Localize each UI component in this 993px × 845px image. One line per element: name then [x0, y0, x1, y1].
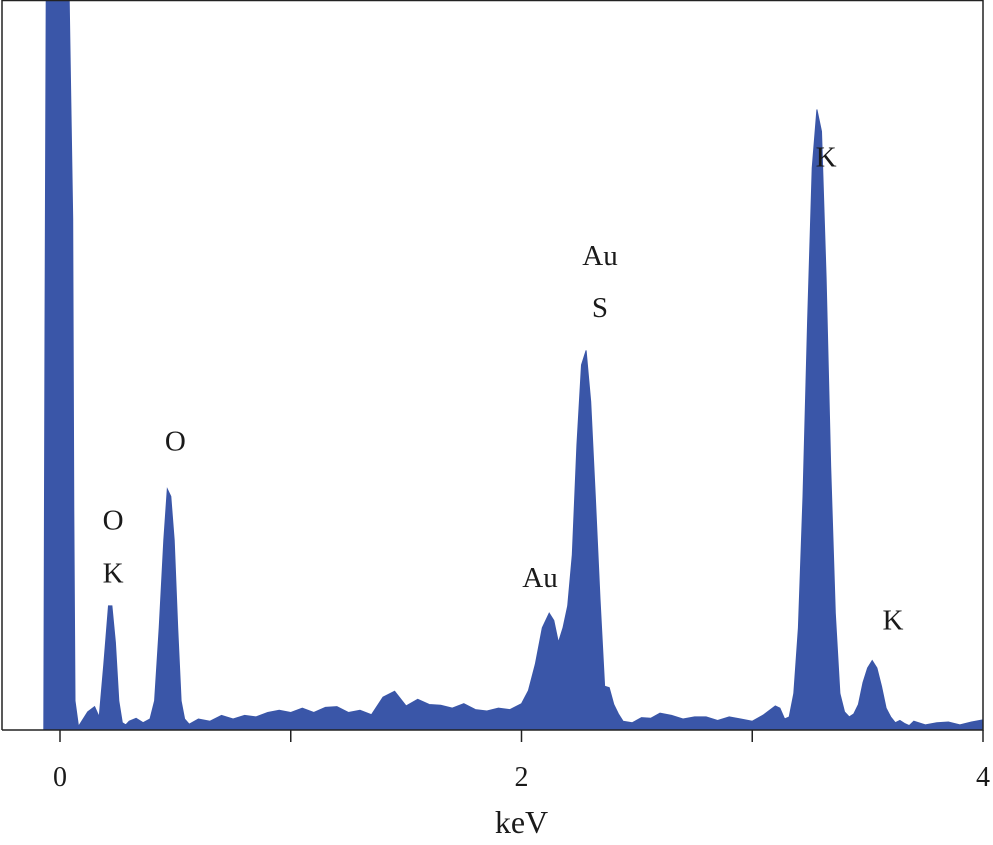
x-axis-label: keV	[495, 804, 548, 840]
peak-label: Au	[522, 562, 557, 594]
x-tick-label: 4	[976, 762, 990, 793]
peak-label: S	[592, 292, 608, 324]
peak-label: Au	[582, 240, 617, 272]
x-tick-label: 2	[515, 762, 529, 793]
x-tick-label: 0	[53, 762, 67, 793]
plot-border	[1, 0, 984, 731]
spectrum-area	[43, 0, 984, 731]
peak-label: K	[883, 604, 904, 636]
peak-label: O	[103, 504, 124, 536]
plot-frame	[1, 0, 984, 731]
peak-label: K	[103, 558, 124, 590]
plot-area	[43, 0, 984, 731]
x-axis-ticks: 0 2 4	[53, 730, 990, 793]
peak-label: O	[165, 425, 186, 457]
peak-label: K	[816, 141, 837, 173]
